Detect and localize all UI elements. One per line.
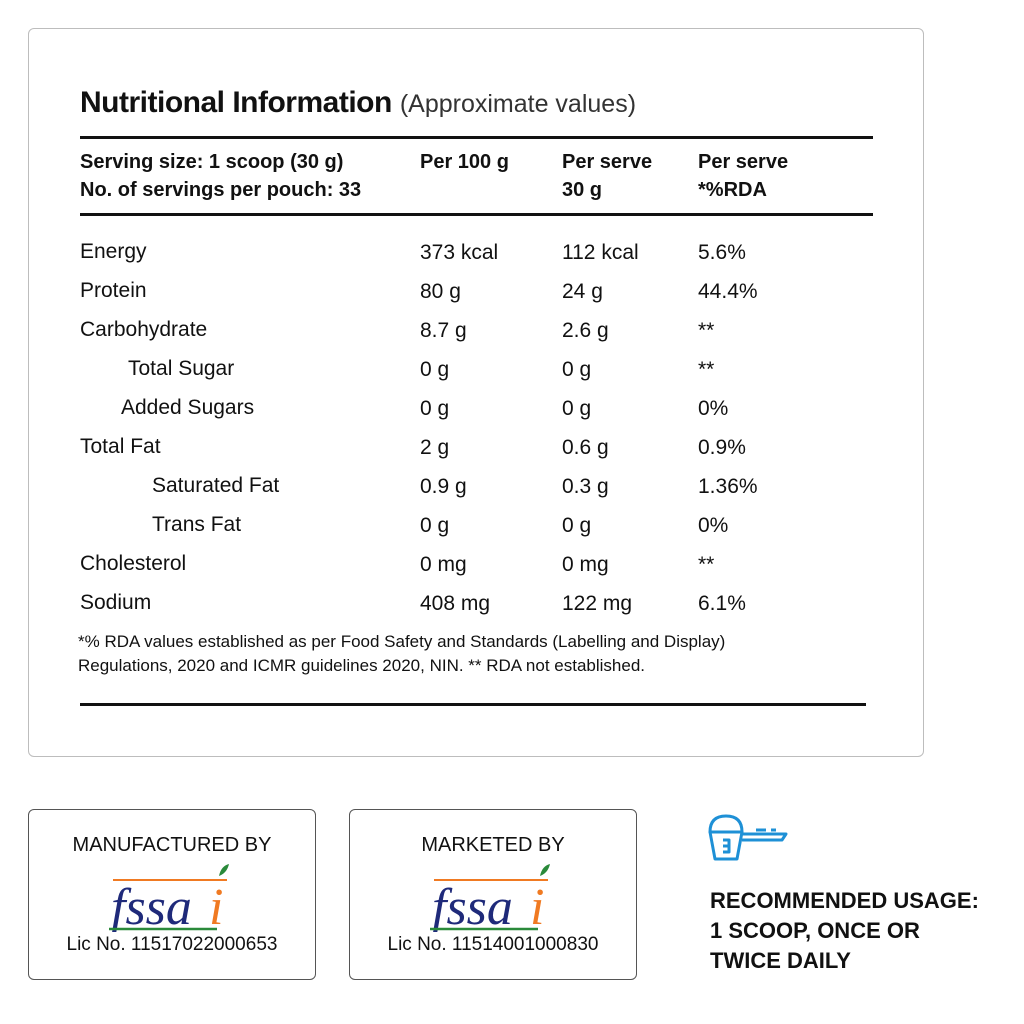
row-rda: 1.36% xyxy=(698,475,758,498)
row-per100: 0 mg xyxy=(420,553,467,576)
row-perserve: 0.6 g xyxy=(562,436,609,459)
row-per100: 2 g xyxy=(420,436,450,459)
row-per100: 0 g xyxy=(420,514,450,537)
row-per100: 408 mg xyxy=(420,592,491,615)
row-perserve: 0 mg xyxy=(562,553,609,576)
subtitle: (Approximate values) xyxy=(399,90,637,118)
manufacturer-box: MANUFACTURED BY fssa i Lic No. 1151702200… xyxy=(28,809,316,980)
usage-line2: 1 SCOOP, ONCE OR xyxy=(710,918,920,943)
row-perserve: 0 g xyxy=(562,358,592,381)
row-rda: 5.6% xyxy=(698,241,746,264)
row-name: Cholesterol xyxy=(80,552,187,575)
row-perserve: 112 kcal xyxy=(562,241,639,264)
row-perserve: 122 mg xyxy=(562,592,633,615)
manufacturer-license: Lic No. 11517022000653 xyxy=(66,934,278,955)
row-per100: 0 g xyxy=(420,358,450,381)
row-perserve: 2.6 g xyxy=(562,319,609,342)
row-name: Saturated Fat xyxy=(152,474,280,497)
row-rda: 0% xyxy=(698,514,729,537)
header-rda-l2: *%RDA xyxy=(698,179,767,201)
svg-text:fssa: fssa xyxy=(111,879,192,932)
fssai-logo: fssa i xyxy=(430,864,550,932)
svg-text:i: i xyxy=(209,879,223,932)
header-rda-l1: Per serve xyxy=(698,151,789,173)
row-rda: ** xyxy=(698,553,715,576)
row-per100: 80 g xyxy=(420,280,461,303)
recommended-usage: RECOMMENDED USAGE: 1 SCOOP, ONCE OR TWICE … xyxy=(710,886,979,976)
row-rda: ** xyxy=(698,319,715,342)
row-perserve: 0 g xyxy=(562,514,592,537)
usage-line1: RECOMMENDED USAGE: xyxy=(710,888,979,913)
fssai-logo: fssa i xyxy=(109,864,229,932)
header-perserve-l1: Per serve xyxy=(562,151,653,173)
usage-line3: TWICE DAILY xyxy=(710,948,851,973)
manufacturer-label: MANUFACTURED BY xyxy=(72,834,272,856)
scoop-icon xyxy=(708,814,788,861)
row-rda: 44.4% xyxy=(698,280,758,303)
row-name: Carbohydrate xyxy=(80,318,208,341)
row-per100: 373 kcal xyxy=(420,241,499,264)
svg-text:fssa: fssa xyxy=(432,879,513,932)
row-name: Added Sugars xyxy=(121,396,255,419)
row-perserve: 24 g xyxy=(562,280,603,303)
row-rda: 0% xyxy=(698,397,729,420)
header-rule xyxy=(80,213,873,216)
header-rda: Per serve *%RDA xyxy=(698,148,788,204)
row-name: Protein xyxy=(80,279,147,302)
row-name: Total Fat xyxy=(80,435,161,458)
bottom-rule xyxy=(80,703,866,706)
row-name: Trans Fat xyxy=(152,513,242,536)
marketer-label: MARKETED BY xyxy=(421,834,565,856)
footnote-line1: *% RDA values established as per Food Sa… xyxy=(78,632,726,651)
serving-info: Serving size: 1 scoop (30 g) No. of servi… xyxy=(80,148,361,204)
header-perserve: Per serve 30 g xyxy=(562,148,652,204)
row-rda: 6.1% xyxy=(698,592,746,615)
footnote-line2: Regulations, 2020 and ICMR guidelines 20… xyxy=(78,656,646,675)
row-rda: 0.9% xyxy=(698,436,746,459)
row-name: Sodium xyxy=(80,591,152,614)
row-perserve: 0 g xyxy=(562,397,592,420)
marketer-box: MARKETED BY fssa i Lic No. 11514001000830 xyxy=(349,809,637,980)
row-per100: 0 g xyxy=(420,397,450,420)
servings-per-pouch: No. of servings per pouch: 33 xyxy=(80,179,362,201)
row-name: Energy xyxy=(80,240,147,263)
row-per100: 8.7 g xyxy=(420,319,467,342)
title-text: Nutritional Information xyxy=(80,86,392,119)
nutrition-title: Nutritional Information (Approximate valu… xyxy=(80,86,636,120)
marketer-license: Lic No. 11514001000830 xyxy=(387,934,599,955)
row-per100: 0.9 g xyxy=(420,475,467,498)
row-rda: ** xyxy=(698,358,715,381)
header-perserve-l2: 30 g xyxy=(562,179,603,201)
svg-text:i: i xyxy=(530,879,544,932)
row-perserve: 0.3 g xyxy=(562,475,609,498)
nutrition-panel xyxy=(28,28,924,757)
top-rule xyxy=(80,136,873,139)
header-per100: Per 100 g xyxy=(420,151,509,173)
row-name: Total Sugar xyxy=(128,357,235,380)
footnote: *% RDA values established as per Food Sa… xyxy=(78,630,725,678)
serving-size: Serving size: 1 scoop (30 g) xyxy=(80,151,344,173)
